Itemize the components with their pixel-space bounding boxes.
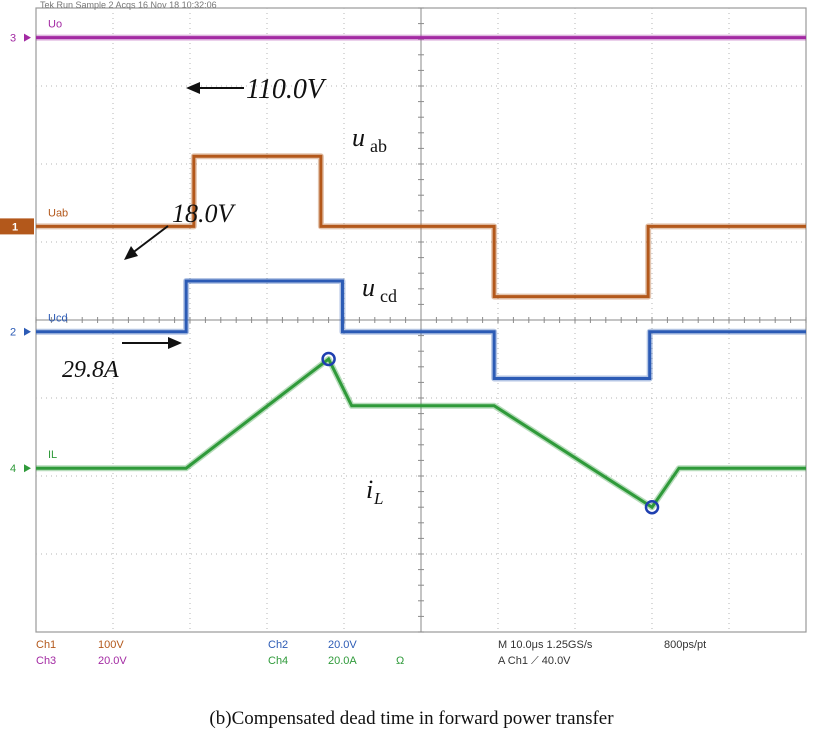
marker-arrow [24, 327, 31, 336]
label-110v: 110.0V [246, 74, 327, 105]
marker-ch1: 1 [0, 218, 34, 235]
status-ch1: Ch1 [36, 639, 56, 651]
annotation-18v: 18.0V [124, 199, 237, 260]
status-timebase: M 10.0μs 1.25GS/s [498, 639, 593, 651]
annotation-29-8a: 29.8A [62, 337, 182, 383]
trace-il [36, 356, 806, 510]
channel-markers: 3 1 2 4 [0, 33, 34, 475]
annotation-110v: 110.0V [186, 74, 327, 105]
figure-caption: (b)Compensated dead time in forward powe… [209, 708, 614, 729]
trace-ucd [36, 279, 806, 380]
arrowhead-110v [186, 82, 200, 94]
grid [35, 7, 807, 633]
marker-ch4: 4 [10, 463, 31, 475]
label-uab-main: u [352, 123, 365, 152]
status-resolution: 800ps/pt [664, 639, 706, 651]
label-ucd-sub: cd [380, 286, 397, 306]
marker-text: 4 [10, 463, 16, 475]
marker-ch3: 3 [10, 33, 31, 45]
channel-label-uo: Uo [48, 19, 62, 31]
label-il-sub: L [373, 489, 383, 508]
status-trigger: A Ch1 ⟋ 40.0V [498, 655, 571, 667]
peak-circle [644, 499, 660, 515]
status-ch3-value: 20.0V [98, 655, 127, 667]
status-ch4-value: 20.0A [328, 655, 357, 667]
label-29-8a: 29.8A [62, 357, 119, 383]
channel-label-ucd: Ucd [48, 313, 68, 325]
peak-circle [321, 351, 336, 367]
traces [36, 34, 806, 511]
marker-text: 2 [10, 327, 16, 339]
label-uab-sub: ab [370, 136, 387, 156]
arrowhead-29-8a [168, 337, 182, 349]
status-ch2: Ch2 [268, 639, 288, 651]
status-area: Ch1 100V Ch3 20.0V Ch2 20.0V Ch4 20.0A Ω… [36, 639, 706, 667]
label-ucd: u cd [362, 273, 397, 306]
peak-circles [321, 351, 660, 515]
status-ch2-value: 20.0V [328, 639, 357, 651]
marker-arrow [24, 33, 31, 42]
marker-text: 3 [10, 33, 16, 45]
marker-arrow [24, 464, 31, 473]
marker-box [0, 218, 34, 235]
status-ohm: Ω [396, 655, 404, 667]
marker-text: 1 [12, 221, 18, 233]
channel-labels: Uo Uab Ucd IL [48, 19, 68, 462]
arrowhead-18v [124, 246, 138, 260]
scope-header: Tek Run Sample 2 Acqs 16 Nov 18 10:32:06 [40, 0, 217, 10]
label-uab: u ab [352, 123, 387, 156]
trace-uab [36, 154, 806, 299]
label-18v: 18.0V [172, 199, 237, 228]
arrow-18v [130, 225, 169, 255]
label-ucd-main: u [362, 273, 375, 302]
plot-background [0, 0, 823, 700]
status-ch1-value: 100V [98, 639, 124, 651]
label-il-main: i [366, 475, 373, 504]
channel-label-uab: Uab [48, 207, 68, 219]
status-ch4: Ch4 [268, 655, 288, 667]
channel-label-il: IL [48, 449, 57, 461]
status-ch3: Ch3 [36, 655, 56, 667]
label-il: i L [366, 475, 383, 508]
marker-ch2: 2 [10, 327, 31, 339]
